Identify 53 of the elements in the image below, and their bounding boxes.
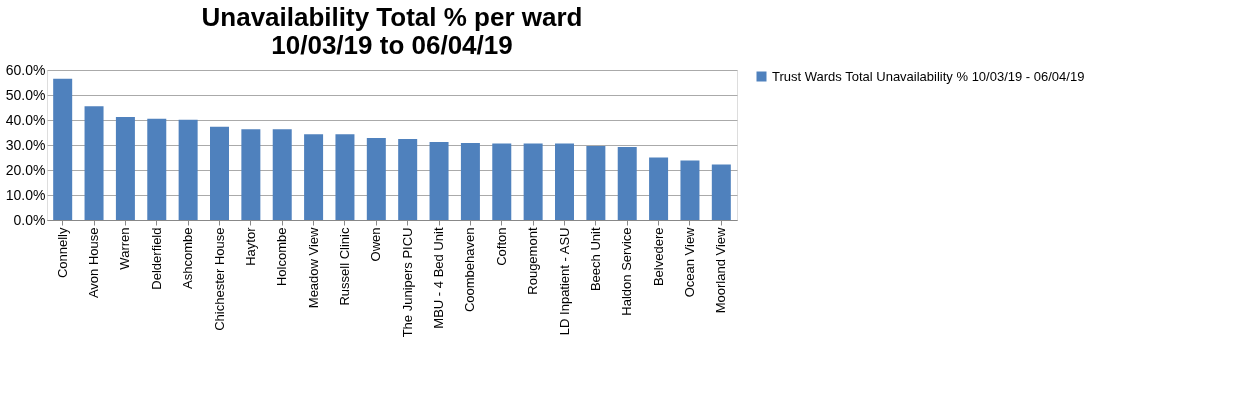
x-tick-label: Chichester House bbox=[211, 227, 227, 331]
x-tick-label: Holcombe bbox=[274, 227, 290, 287]
bar bbox=[84, 106, 104, 220]
bar bbox=[115, 117, 135, 220]
y-tick-label: 10.0% bbox=[5, 186, 46, 203]
x-tick-label: Russell Clinic bbox=[336, 227, 352, 306]
x-tick-label: Meadow View bbox=[305, 226, 321, 309]
y-tick-label: 40.0% bbox=[5, 111, 46, 128]
x-tick-label: Avon House bbox=[86, 227, 102, 299]
bar bbox=[398, 139, 418, 220]
bar bbox=[429, 142, 449, 220]
x-tick-label: Moorland View bbox=[713, 226, 729, 314]
x-tick-label: Connelly bbox=[54, 227, 70, 279]
legend-label: Trust Wards Total Unavailability % 10/03/19 - 06/04/19 bbox=[772, 68, 1085, 84]
bar bbox=[272, 129, 292, 220]
bar bbox=[460, 143, 480, 220]
bar bbox=[210, 126, 229, 220]
x-tick-label: The Junipers PICU bbox=[399, 227, 415, 338]
y-tick-label: 0.0% bbox=[13, 211, 46, 228]
bar bbox=[366, 138, 386, 220]
y-tick-label: 20.0% bbox=[5, 161, 46, 178]
bar bbox=[492, 143, 512, 220]
y-tick-label: 50.0% bbox=[5, 86, 46, 103]
x-tick-label: Rougemont bbox=[525, 227, 541, 295]
bar bbox=[304, 134, 324, 220]
x-tick-label: LD Inpatient - ASU bbox=[556, 227, 572, 336]
x-tick-label: Delderfield bbox=[148, 227, 164, 290]
x-tick-label: Coombehaven bbox=[462, 227, 478, 313]
bar bbox=[53, 78, 73, 220]
x-tick-label: Haldon Service bbox=[619, 227, 635, 316]
x-tick-label: Owen bbox=[368, 227, 384, 262]
bar bbox=[617, 147, 637, 220]
bar bbox=[147, 118, 167, 220]
bar bbox=[680, 160, 700, 220]
bar bbox=[649, 157, 669, 220]
x-tick-label: Cofton bbox=[493, 227, 509, 266]
bar bbox=[711, 164, 731, 220]
x-tick-label: Beech Unit bbox=[587, 227, 603, 292]
chart-title: Unavailability Total % per ward 10/03/19 to 06/04/19 bbox=[201, 2, 583, 60]
x-tick-label: Haytor bbox=[242, 226, 258, 266]
bar bbox=[178, 119, 198, 220]
bar bbox=[335, 134, 355, 220]
x-tick-label: Belvedere bbox=[650, 227, 666, 287]
x-tick-label: Warren bbox=[117, 227, 133, 270]
x-tick-label: Ocean View bbox=[681, 226, 697, 298]
y-tick-label: 30.0% bbox=[5, 136, 46, 153]
bar bbox=[241, 129, 261, 220]
bar bbox=[555, 143, 574, 220]
x-tick-label: Ashcombe bbox=[180, 227, 196, 289]
x-tick-label: MBU - 4 Bed Unit bbox=[431, 227, 447, 329]
bar bbox=[523, 143, 543, 220]
bar bbox=[586, 146, 606, 220]
y-tick-label: 60.0% bbox=[5, 61, 46, 78]
